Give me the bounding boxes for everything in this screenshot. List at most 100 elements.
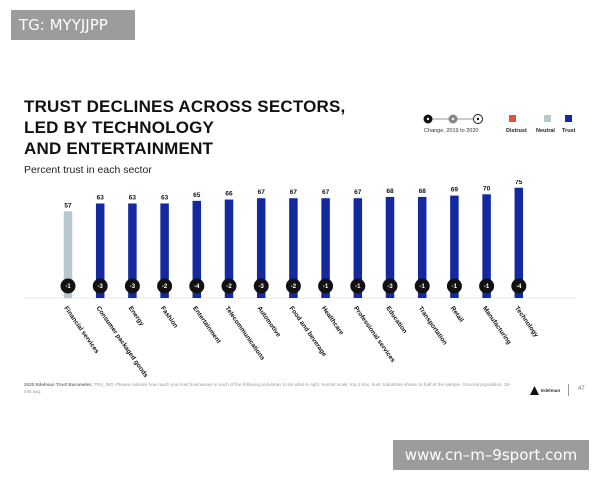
change-label-manufacturing: -1: [484, 284, 490, 290]
bar-retail: [450, 195, 459, 298]
category-label-transportation: Transportation: [417, 305, 449, 346]
change-label-entertainment: -4: [194, 284, 200, 290]
value-label-manufacturing: 70: [483, 185, 491, 192]
value-label-food-and-beverage: 67: [290, 189, 298, 196]
change-badge-education: [382, 278, 398, 294]
change-label-healthcare: -1: [323, 284, 329, 290]
value-label-technology: 75: [515, 180, 523, 186]
chart-subtitle: Percent trust in each sector: [24, 164, 152, 176]
source-note-text: TRU_IND. Please indicate how much you tr…: [24, 382, 511, 394]
category-label-entertainment: Entertainment: [191, 305, 222, 345]
legend-swatch-distrust: [509, 115, 516, 122]
bar-education: [385, 196, 395, 298]
change-badge-healthcare: [318, 278, 334, 294]
change-legend: Change, 2019 to 2020: [420, 112, 492, 140]
change-badge-entertainment: [189, 278, 205, 294]
value-label-telecommunications: 66: [225, 191, 233, 198]
legend-label-trust: Trust: [562, 128, 576, 134]
value-label-transportation: 68: [419, 188, 427, 195]
change-badge-fashion: [157, 278, 173, 294]
bar-type-legend: Distrust Neutral Trust: [506, 112, 578, 140]
category-label-education: Education: [384, 305, 408, 335]
bar-transportation: [417, 196, 427, 298]
value-label-consumer-packaged-goods: 63: [97, 194, 105, 201]
bar-entertainment: [192, 200, 202, 298]
change-badge-food-and-beverage: [285, 278, 301, 294]
change-badge-energy: [124, 278, 140, 294]
change-badge-technology: [511, 278, 527, 294]
legend-item-distrust: Distrust: [506, 112, 532, 140]
change-label-consumer-packaged-goods: -3: [98, 284, 104, 290]
change-badge-retail: [446, 278, 462, 294]
bar-financial-services: [63, 211, 73, 298]
bar-energy: [128, 203, 137, 298]
brand-logo: Edelman: [530, 384, 570, 398]
change-badge-telecommunications: [221, 278, 237, 294]
bar-fashion: [160, 203, 169, 298]
brand-logo-text: Edelman: [541, 388, 561, 393]
value-label-fashion: 63: [161, 194, 169, 201]
page-title: TRUST DECLINES ACROSS SECTORS, LED BY TE…: [24, 96, 364, 159]
category-label-energy: Energy: [127, 305, 146, 327]
bar-food-and-beverage: [289, 198, 298, 298]
category-label-manufacturing: Manufacturing: [481, 305, 512, 346]
bar-telecommunications: [224, 199, 234, 298]
change-label-retail: -1: [452, 284, 458, 290]
change-badge-consumer-packaged-goods: [92, 278, 108, 294]
brand-logo-icon: [530, 386, 539, 395]
change-badge-professional-services: [350, 278, 366, 294]
value-label-healthcare: 67: [322, 189, 330, 196]
title-line: AND ENTERTAINMENT: [24, 139, 214, 158]
category-label-healthcare: Healthcare: [320, 305, 345, 337]
category-label-automotive: Automotive: [256, 305, 282, 339]
bar-consumer-packaged-goods: [95, 203, 105, 298]
value-label-energy: 63: [129, 194, 137, 201]
change-legend-icon: [423, 114, 483, 124]
change-badge-manufacturing: [479, 278, 495, 294]
legend-label-distrust: Distrust: [506, 128, 527, 134]
legend-label-neutral: Neutral: [536, 128, 555, 134]
bar-manufacturing: [482, 194, 491, 298]
change-label-technology: -4: [516, 284, 522, 290]
title-line: LED BY TECHNOLOGY: [24, 118, 215, 137]
category-label-technology: Technology: [513, 305, 540, 339]
change-label-transportation: -1: [420, 284, 426, 290]
change-badge-financial-services: [60, 278, 76, 294]
change-label-financial-services: -1: [65, 284, 71, 290]
change-legend-label: Change, 2019 to 2020: [424, 128, 479, 134]
value-label-professional-services: 67: [354, 189, 362, 196]
bar-healthcare: [321, 198, 330, 298]
legend-swatch-trust: [565, 115, 572, 122]
bar-automotive: [256, 198, 266, 298]
change-label-professional-services: -1: [355, 284, 361, 290]
source-note-bold: 2020 Edelman Trust Barometer.: [24, 382, 93, 387]
bar-professional-services: [353, 198, 363, 298]
title-line: TRUST DECLINES ACROSS SECTORS,: [24, 97, 346, 116]
change-label-education: -3: [387, 284, 393, 290]
change-badge-transportation: [414, 278, 430, 294]
category-label-financial-services: Financial services: [62, 305, 100, 355]
change-badge-automotive: [253, 278, 269, 294]
page-number: 47: [578, 386, 585, 392]
legend-item-trust: Trust: [562, 112, 588, 140]
value-label-retail: 69: [451, 187, 459, 194]
watermark-tag-bottom: www.cn–m–9sport.com: [393, 440, 589, 470]
footer-divider: [568, 384, 569, 396]
change-label-fashion: -2: [162, 284, 168, 290]
legend-swatch-neutral: [544, 115, 551, 122]
bar-technology: [514, 187, 524, 298]
change-label-telecommunications: -2: [226, 284, 232, 290]
value-label-entertainment: 65: [193, 192, 201, 199]
source-note: 2020 Edelman Trust Barometer. TRU_IND. P…: [24, 382, 514, 395]
category-label-retail: Retail: [449, 305, 465, 324]
change-label-energy: -3: [130, 284, 136, 290]
category-label-fashion: Fashion: [159, 305, 179, 329]
change-label-automotive: -3: [259, 284, 265, 290]
category-label-food-and-beverage: Food and beverage: [288, 305, 328, 358]
value-label-education: 68: [386, 188, 394, 195]
trust-bar-chart: 57 -1 Financial services 63 -3 Consumer packa…: [0, 180, 600, 380]
change-label-food-and-beverage: -2: [291, 284, 297, 290]
value-label-automotive: 67: [258, 189, 266, 196]
legend-item-neutral: Neutral: [536, 112, 562, 140]
